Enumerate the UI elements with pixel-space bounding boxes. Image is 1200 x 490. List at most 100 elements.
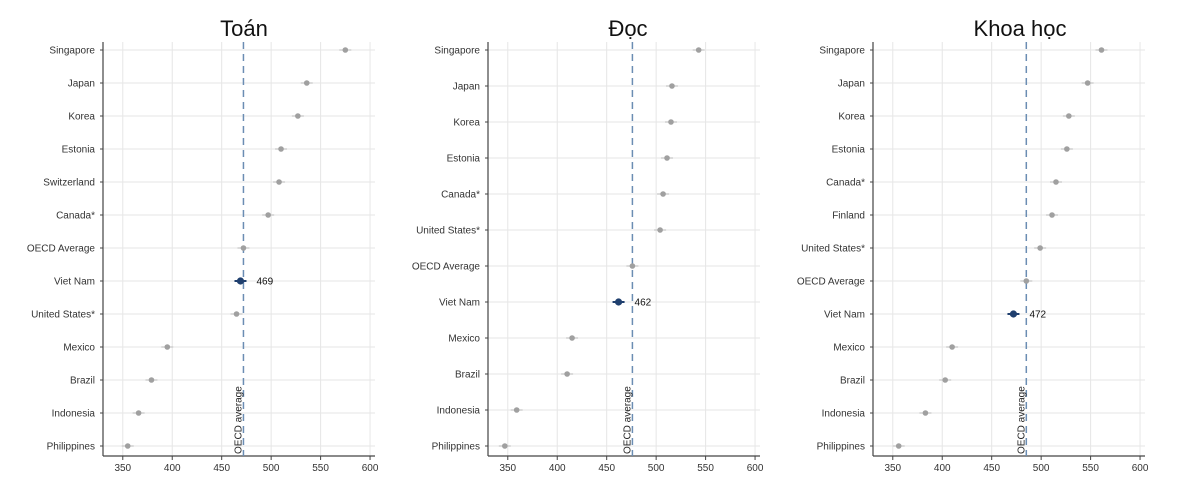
data-point	[629, 263, 636, 269]
data-point	[942, 377, 949, 383]
data-point	[342, 47, 349, 53]
category-label: Japan	[68, 79, 95, 90]
data-point	[569, 335, 575, 341]
x-tick-label: 450	[213, 463, 230, 474]
data-point	[513, 407, 520, 413]
category-label: Brazil	[455, 370, 480, 381]
data-point	[1066, 113, 1072, 119]
x-tick-label: 600	[362, 463, 379, 474]
highlight-data-point	[614, 298, 623, 306]
data-point	[564, 371, 570, 377]
category-label: United States*	[801, 244, 865, 255]
x-tick-label: 550	[1082, 463, 1099, 474]
category-label: OECD Average	[412, 262, 481, 273]
data-point	[1064, 146, 1070, 152]
category-label: Brazil	[840, 376, 865, 387]
highlight-data-point	[236, 277, 245, 285]
x-tick-label: 350	[499, 463, 516, 474]
data-point	[148, 377, 155, 383]
category-label: Viet Nam	[824, 310, 865, 321]
x-tick-label: 400	[934, 463, 951, 474]
category-label: Switzerland	[43, 178, 95, 189]
data-point	[1037, 245, 1043, 251]
x-tick-label: 500	[1033, 463, 1050, 474]
category-label: Korea	[453, 118, 480, 129]
category-label: Estonia	[62, 145, 96, 156]
category-label: OECD Average	[27, 244, 96, 255]
category-label: Singapore	[49, 46, 95, 57]
data-point	[1053, 179, 1059, 185]
data-point	[668, 119, 674, 125]
chart-panel-1: Toán 350 400 450 500 550 600 OECD average Singap…	[27, 16, 379, 474]
category-label: United States*	[416, 226, 480, 237]
category-label: Philippines	[47, 442, 95, 453]
data-point	[233, 311, 240, 317]
data-point	[164, 344, 171, 350]
data-point	[276, 179, 282, 185]
data-point	[1049, 212, 1055, 218]
highlight-value-label: 472	[1029, 310, 1046, 321]
data-point	[1098, 47, 1105, 53]
x-tick-label: 600	[1132, 463, 1149, 474]
x-tick-label: 450	[983, 463, 1000, 474]
category-label: Finland	[832, 211, 865, 222]
chart-title: Đọc	[608, 16, 647, 41]
data-point	[124, 443, 131, 449]
category-label: Canada*	[826, 178, 865, 189]
highlight-value-label: 469	[256, 277, 273, 288]
category-label: Korea	[68, 112, 95, 123]
oecd-average-label: OECD average	[233, 386, 244, 454]
category-label: Estonia	[832, 145, 866, 156]
data-point	[278, 146, 284, 152]
data-point	[135, 410, 142, 416]
chart-panel-2: Đọc 350 400 450 500 550 600 OECD average Singapo…	[412, 16, 764, 474]
category-label: Mexico	[448, 334, 480, 345]
category-label: Singapore	[819, 46, 865, 57]
data-point	[1084, 80, 1091, 86]
highlight-value-label: 462	[635, 298, 652, 309]
x-tick-label: 600	[747, 463, 764, 474]
highlight-data-point	[1009, 310, 1018, 318]
x-tick-label: 550	[312, 463, 329, 474]
x-tick-label: 350	[114, 463, 131, 474]
category-label: Singapore	[434, 46, 480, 57]
data-point	[949, 344, 955, 350]
data-point	[265, 212, 271, 218]
category-label: OECD Average	[797, 277, 866, 288]
data-point	[922, 410, 929, 416]
data-point	[664, 155, 670, 161]
category-label: Viet Nam	[54, 277, 95, 288]
data-point	[660, 191, 666, 197]
x-tick-label: 400	[549, 463, 566, 474]
category-label: Philippines	[817, 442, 865, 453]
oecd-average-label: OECD average	[622, 386, 633, 454]
data-point	[240, 245, 247, 251]
category-label: United States*	[31, 310, 95, 321]
category-label: Canada*	[441, 190, 480, 201]
x-tick-label: 550	[697, 463, 714, 474]
data-point	[502, 443, 508, 449]
category-label: Japan	[453, 82, 480, 93]
chart-title: Khoa học	[974, 16, 1067, 41]
x-tick-label: 450	[598, 463, 615, 474]
category-label: Viet Nam	[439, 298, 480, 309]
data-point	[657, 227, 663, 233]
category-label: Korea	[838, 112, 865, 123]
data-point	[895, 443, 902, 449]
x-tick-label: 500	[648, 463, 665, 474]
x-tick-label: 500	[263, 463, 280, 474]
category-label: Philippines	[432, 442, 480, 453]
category-label: Brazil	[70, 376, 95, 387]
category-label: Japan	[838, 79, 865, 90]
x-tick-label: 350	[884, 463, 901, 474]
category-label: Indonesia	[437, 406, 481, 417]
x-tick-label: 400	[164, 463, 181, 474]
data-point	[303, 80, 310, 86]
category-label: Mexico	[833, 343, 865, 354]
data-point	[695, 47, 702, 53]
data-point	[1023, 278, 1030, 284]
chart-title: Toán	[220, 16, 268, 41]
oecd-average-label: OECD average	[1016, 386, 1027, 454]
data-point	[669, 83, 675, 89]
